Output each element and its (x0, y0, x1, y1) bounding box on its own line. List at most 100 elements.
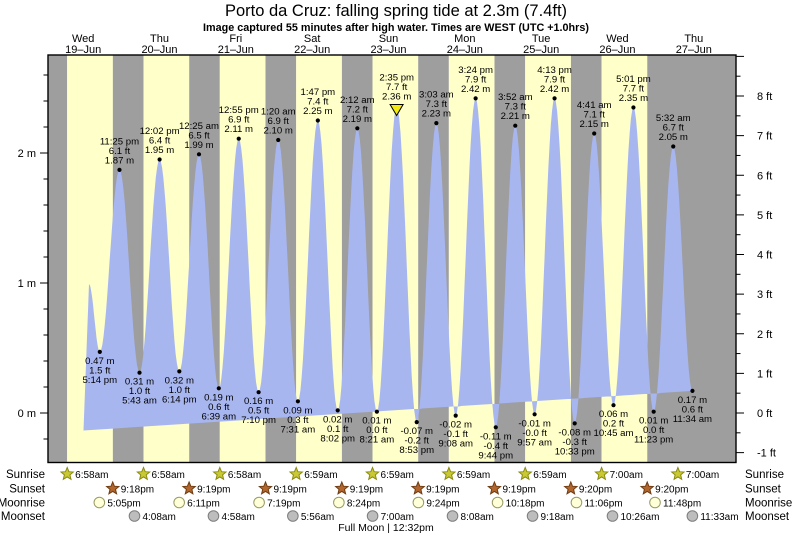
chart-subtitle: Image captured 55 minutes after high wat… (203, 22, 589, 34)
high-tide-label: 1.87 m (105, 155, 134, 166)
moonset-icon (207, 510, 220, 522)
tide-extreme-dot (276, 137, 281, 143)
right-axis-label: 8 ft (757, 91, 772, 103)
low-tide-label: 8:21 am (360, 435, 395, 446)
low-tide-label: 0.16 m (244, 396, 273, 407)
tide-extreme-dot (335, 408, 340, 413)
sunrise-icon (517, 466, 533, 481)
high-tide-label: 2:12 am (340, 95, 375, 106)
moonrise-icon (253, 496, 265, 509)
right-axis-label: 7 ft (757, 131, 772, 143)
moonrise-row-label-right: Moonrise (745, 498, 792, 510)
high-tide-label: 2:35 pm (379, 73, 414, 84)
low-tide-label: -0.11 m (480, 431, 512, 442)
day-name-label: Mon (454, 33, 475, 45)
day-name-label: Fri (229, 33, 242, 45)
low-tide-label: 0.6 ft (208, 402, 230, 413)
current-time-marker (389, 104, 404, 117)
low-tide-label: 9:57 am (517, 437, 552, 448)
sunrise-icon (288, 466, 304, 481)
low-tide-label: 0.5 ft (248, 406, 270, 417)
tide-extreme-dot (532, 412, 537, 417)
high-tide-label: 6.1 ft (109, 146, 131, 157)
high-tide-label: 2.05 m (659, 132, 688, 143)
moonset-time: 9:18am (541, 512, 574, 523)
sunrise-icon (136, 466, 151, 481)
high-tide-label: 1.95 m (145, 145, 174, 156)
high-tide-label: 6.7 ft (663, 123, 685, 134)
sunrise-time: 6:58am (228, 470, 261, 481)
moonset-row-label-left: Moonset (1, 511, 46, 523)
sunrise-icon (212, 466, 228, 481)
sunset-time: 9:20pm (579, 484, 612, 495)
sunset-icon (334, 480, 350, 495)
high-tide-label: 12:02 pm (140, 126, 180, 137)
high-tide-label: 1:47 pm (300, 87, 335, 98)
day-name-label: Tue (532, 33, 551, 45)
sunrise-icon (365, 466, 380, 481)
moonrise-icon (93, 496, 106, 509)
tide-extreme-dot (97, 349, 102, 354)
low-tide-label: 0.09 m (283, 405, 312, 416)
sunrise-icon (441, 466, 457, 481)
high-tide-label: 2.42 m (540, 84, 569, 95)
moonset-time: 10:26am (620, 512, 659, 523)
low-tide-label: 10:33 pm (555, 446, 595, 457)
high-tide-label: 5:32 am (656, 113, 691, 124)
day-date-label: 22–Jun (294, 44, 330, 56)
day-name-label: Wed (72, 33, 94, 45)
tide-extreme-dot (473, 96, 478, 101)
moonset-time: 11:33am (700, 512, 738, 523)
low-tide-label: 1.5 ft (89, 365, 111, 376)
high-tide-label: 2.10 m (264, 126, 293, 137)
high-tide-label: 3:03 am (419, 90, 454, 101)
moonrise-time: 6:11pm (187, 498, 220, 509)
high-tide-label: 2.35 m (619, 93, 648, 104)
low-tide-label: 0.01 m (639, 416, 668, 427)
sunset-icon (639, 480, 655, 495)
tide-extreme-dot (117, 167, 122, 172)
high-tide-label: 2.15 m (580, 119, 609, 130)
high-tide-label: 3:24 pm (458, 65, 493, 76)
tide-extreme-dot (493, 425, 498, 430)
sunset-icon (410, 480, 426, 495)
low-tide-label: 6:39 am (201, 411, 236, 422)
low-tide-label: -0.02 m (439, 420, 472, 431)
right-axis-label: 4 ft (757, 250, 772, 262)
sunrise-time: 6:59am (457, 470, 490, 481)
day-name-label: Sat (304, 33, 321, 45)
day-date-label: 24–Jun (447, 44, 483, 56)
moonset-time: 4:58am (221, 512, 254, 523)
high-tide-label: 1:20 am (261, 107, 296, 118)
night-band (647, 55, 736, 463)
low-tide-label: 7:31 am (281, 424, 316, 435)
sunset-time: 9:19pm (502, 484, 535, 495)
tide-extreme-dot (315, 118, 320, 123)
sunrise-icon (594, 466, 610, 481)
tide-extreme-dot (453, 413, 458, 418)
sunset-time: 9:19pm (426, 484, 459, 495)
moonset-time: 4:08am (142, 512, 175, 523)
low-tide-label: 0.19 m (204, 392, 233, 403)
low-tide-label: -0.08 m (558, 427, 591, 438)
high-tide-label: 7.9 ft (465, 74, 487, 85)
high-tide-label: 2.42 m (461, 84, 490, 95)
low-tide-label: -0.0 ft (522, 428, 547, 439)
tide-extreme-dot (611, 403, 616, 408)
low-tide-label: 5:43 am (122, 396, 157, 407)
high-tide-label: 2.11 m (224, 124, 253, 135)
tide-extreme-dot (236, 136, 241, 141)
left-axis-label: 1 m (18, 278, 36, 290)
day-date-label: 19–Jun (65, 44, 101, 56)
sunrise-time: 6:59am (533, 470, 566, 481)
low-tide-label: 8:53 pm (399, 445, 434, 456)
full-moon-label: Full Moon | 12:32pm (338, 522, 434, 534)
moonrise-time: 11:06pm (584, 498, 622, 509)
sunset-row-label-right: Sunset (745, 484, 782, 496)
high-tide-label: 4:13 pm (537, 65, 572, 76)
right-axis-label: 5 ft (757, 210, 772, 222)
day-name-label: Thu (150, 33, 169, 45)
tide-curve (83, 98, 693, 431)
tide-extreme-dot (414, 420, 419, 425)
low-tide-label: 0.1 ft (327, 424, 349, 435)
